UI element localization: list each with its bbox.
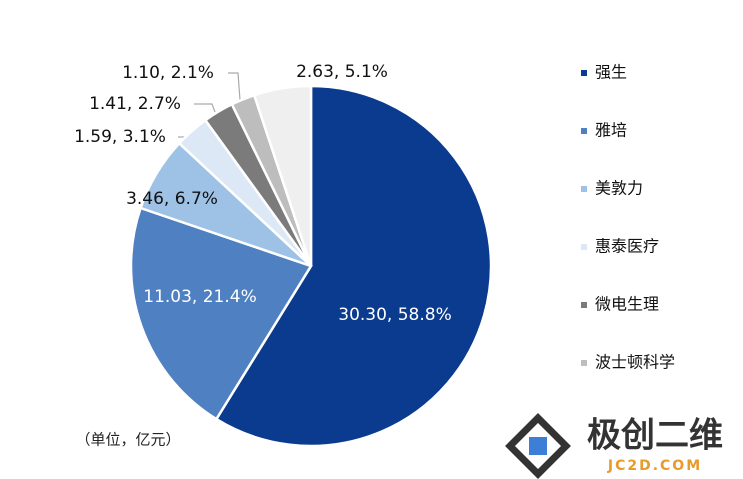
pie-slice	[129, 206, 313, 421]
pie-slice	[214, 84, 493, 448]
data-label: 1.41, 2.7%	[89, 94, 181, 114]
data-label: 3.46, 6.7%	[126, 189, 218, 209]
legend-marker	[581, 128, 587, 134]
data-label: 1.59, 3.1%	[74, 127, 166, 147]
annotation: （单位，亿元）	[75, 431, 180, 449]
legend-marker	[581, 70, 587, 76]
legend-marker	[581, 302, 587, 308]
legend-label: 强生	[595, 63, 627, 82]
legend-label: 美敦力	[595, 179, 643, 198]
data-label: 2.63, 5.1%	[296, 62, 388, 82]
watermark: 极创二维 JC2D.COM	[505, 413, 723, 479]
legend-label: 波士顿科学	[595, 353, 675, 372]
legend-label: 惠泰医疗	[595, 237, 659, 256]
pie-slice	[252, 84, 313, 267]
watermark-url: JC2D.COM	[607, 458, 702, 474]
data-label: 1.10, 2.1%	[122, 63, 214, 83]
watermark-logo	[505, 413, 571, 479]
legend-marker	[581, 186, 587, 192]
watermark-cube	[529, 437, 547, 455]
data-label: 30.30, 58.8%	[338, 305, 451, 325]
legend-marker	[581, 244, 587, 250]
leader-line	[194, 103, 216, 113]
watermark-title: 极创二维	[587, 416, 723, 456]
legend-label: 微电生理	[595, 295, 659, 314]
legend-marker	[581, 360, 587, 366]
data-label: 11.03, 21.4%	[143, 287, 256, 307]
legend-label: 雅培	[595, 121, 627, 140]
leader-line	[228, 72, 241, 101]
